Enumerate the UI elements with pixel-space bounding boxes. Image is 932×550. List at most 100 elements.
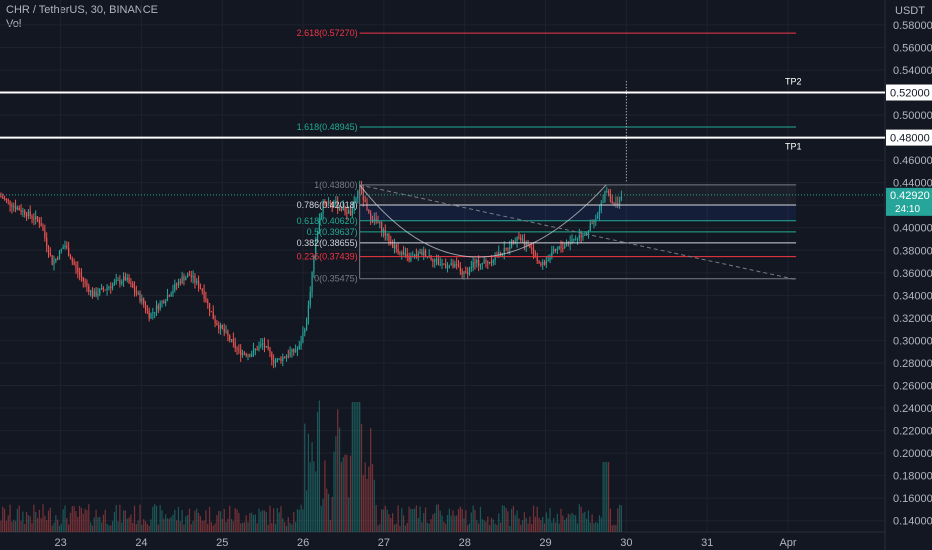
candle-body xyxy=(3,198,6,200)
volume-bar xyxy=(401,508,403,532)
candle-body xyxy=(532,248,535,257)
candle-body xyxy=(344,206,346,213)
volume-bar xyxy=(154,504,156,532)
volume-bar xyxy=(366,478,368,532)
candle-body xyxy=(84,280,86,283)
volume-bar xyxy=(465,510,467,532)
candle-body xyxy=(430,255,432,260)
volume-bar xyxy=(309,462,311,532)
y-tick-label: 0.36000 xyxy=(893,268,932,280)
volume-bar xyxy=(615,524,617,532)
volume-bar xyxy=(181,509,183,532)
candle-body xyxy=(448,265,450,268)
candle-body xyxy=(609,193,612,202)
candle-body xyxy=(432,259,434,262)
candle-body xyxy=(543,261,546,265)
volume-bar xyxy=(186,515,189,532)
candle-body xyxy=(68,247,70,257)
candle-body xyxy=(316,233,319,240)
volume-bar xyxy=(73,506,75,532)
volume-bar xyxy=(426,522,429,532)
volume-bar xyxy=(174,509,176,532)
volume-bar xyxy=(463,518,465,532)
volume-bar xyxy=(509,525,511,532)
volume-bar xyxy=(196,508,198,532)
candle-body xyxy=(117,279,119,281)
candle-body xyxy=(606,191,608,193)
target-level-text: TP1 xyxy=(785,142,802,152)
volume-bar xyxy=(324,460,326,532)
candle-body xyxy=(307,305,310,320)
candle-body xyxy=(575,238,577,240)
volume-bar xyxy=(584,511,586,532)
candle-body xyxy=(137,292,139,294)
candle-body xyxy=(2,196,4,199)
candle-body xyxy=(401,252,403,255)
candle-body xyxy=(38,219,40,224)
candle-body xyxy=(538,260,540,264)
candle-body xyxy=(485,260,487,262)
volume-bar xyxy=(223,509,225,532)
candle-body xyxy=(397,248,399,254)
volume-bar xyxy=(46,520,48,532)
candle-body xyxy=(518,237,520,239)
y-tick-label: 0.56000 xyxy=(893,42,932,54)
volume-bar xyxy=(514,515,516,532)
volume-bar xyxy=(348,497,350,532)
volume-bar xyxy=(22,511,24,532)
volume-bar xyxy=(2,506,4,532)
candle-body xyxy=(271,352,273,361)
candle-body xyxy=(132,283,134,288)
volume-bar xyxy=(197,513,200,532)
volume-bar xyxy=(413,508,416,532)
candle-body xyxy=(216,323,218,326)
volume-bar xyxy=(494,523,496,532)
volume-bar xyxy=(595,522,597,532)
volume-bar xyxy=(218,510,220,532)
candle-body xyxy=(282,357,284,361)
candle-body xyxy=(62,247,64,250)
volume-bar xyxy=(392,513,394,532)
y-tick-label: 0.54000 xyxy=(893,65,932,77)
volume-bar xyxy=(542,516,544,532)
candle-body xyxy=(13,206,15,208)
candle-body xyxy=(326,201,328,203)
volume-bar xyxy=(16,508,19,532)
volume-bar xyxy=(445,523,447,532)
volume-bar xyxy=(287,517,289,532)
volume-bar xyxy=(121,522,123,532)
candle-body xyxy=(150,313,152,319)
candle-body xyxy=(232,339,234,343)
volume-bar xyxy=(27,515,29,532)
volume-bar xyxy=(538,517,540,532)
candle-body xyxy=(214,319,216,324)
candle-body xyxy=(71,259,73,262)
candle-body xyxy=(309,292,311,306)
x-tick-label: 30 xyxy=(620,537,632,549)
candle-body xyxy=(478,260,480,266)
volume-bar xyxy=(258,508,260,532)
volume-bar xyxy=(560,508,562,532)
candle-body xyxy=(212,312,214,320)
volume-bar xyxy=(282,518,284,532)
volume-bar xyxy=(316,411,319,532)
candle-body xyxy=(348,210,350,214)
volume-bar xyxy=(342,457,344,532)
volume-bar xyxy=(520,524,522,532)
volume-bar xyxy=(335,436,337,532)
volume-bar xyxy=(428,523,430,532)
candle-body xyxy=(474,262,476,264)
volume-bar xyxy=(294,521,297,532)
candle-body xyxy=(108,287,110,289)
volume-bar xyxy=(355,402,357,532)
fib-level-label: 0.618(0.40620) xyxy=(297,216,358,226)
y-tick-label: 0.20000 xyxy=(893,448,932,460)
candle-body xyxy=(379,222,381,224)
volume-bar xyxy=(562,515,564,532)
candle-body xyxy=(177,281,180,285)
volume-bar xyxy=(276,508,278,532)
candle-body xyxy=(91,290,94,297)
x-tick-label: 29 xyxy=(539,537,551,549)
candle-body xyxy=(166,295,169,301)
